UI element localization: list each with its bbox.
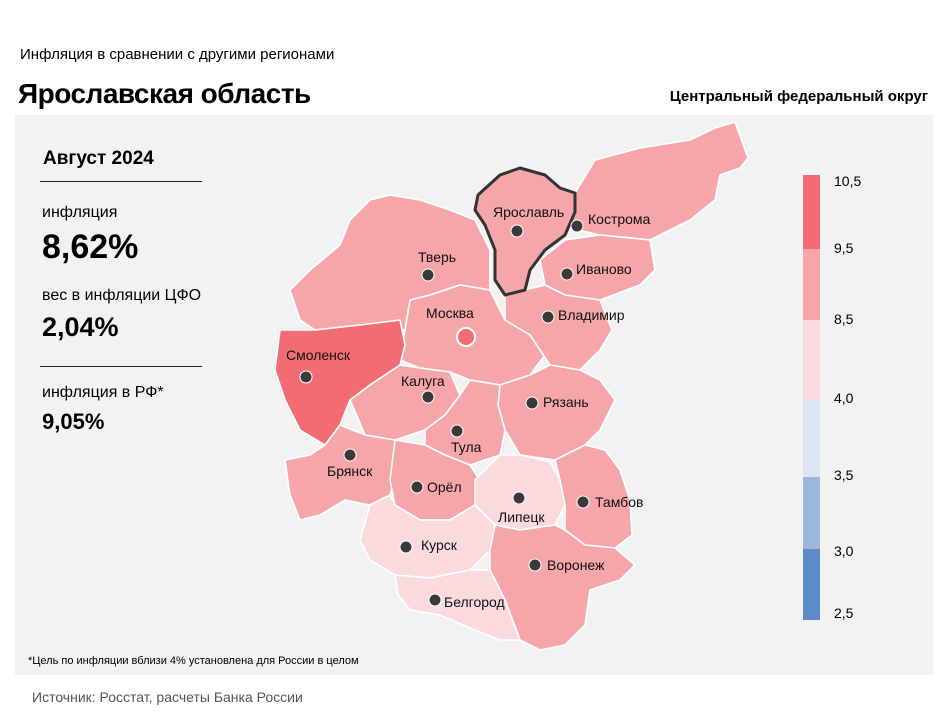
city-marker-tver — [421, 268, 435, 282]
scale-band-3 — [803, 320, 820, 399]
inflation-label: инфляция — [42, 204, 118, 221]
rf-inflation-value: 9,05% — [42, 409, 105, 434]
city-marker-belgorod — [428, 593, 442, 607]
district-label: Центральный федеральный округ — [669, 88, 928, 105]
city-marker-orel — [410, 480, 424, 494]
period-label: Август 2024 — [43, 148, 154, 169]
region-tambov[interactable] — [554, 444, 633, 549]
city-label-yaroslavl: Ярославль — [493, 204, 564, 220]
scale-band-1 — [803, 175, 820, 249]
city-label-belgorod: Белгород — [444, 594, 505, 610]
scale-band-4 — [803, 399, 820, 477]
city-label-tver: Тверь — [418, 249, 456, 265]
subtitle: Инфляция в сравнении с другими регионами — [20, 46, 335, 63]
source-note: Источник: Росстат, расчеты Банка России — [32, 689, 303, 705]
color-scale — [803, 175, 820, 620]
city-label-ivanovo: Иваново — [576, 261, 632, 277]
city-marker-bryansk — [343, 448, 357, 462]
weight-value: 2,04% — [42, 312, 119, 342]
city-marker-tula — [450, 424, 464, 438]
scale-tick-label: 10,5 — [834, 173, 862, 189]
city-marker-ivanovo — [560, 267, 574, 281]
city-marker-lipetsk — [512, 491, 526, 505]
city-label-vladimir: Владимир — [558, 307, 625, 323]
city-marker-yaroslavl — [510, 224, 524, 238]
city-marker-ryazan — [525, 396, 539, 410]
region-belgorod[interactable] — [394, 569, 521, 641]
inflation-value: 8,62% — [42, 228, 139, 266]
region-tula[interactable] — [424, 379, 506, 466]
rf-inflation-label: инфляция в РФ* — [42, 384, 164, 401]
city-label-kursk: Курск — [421, 537, 458, 553]
city-marker-kaluga — [421, 390, 435, 404]
region-yaroslavl[interactable] — [473, 166, 577, 297]
scale-band-2 — [803, 249, 820, 320]
divider — [40, 366, 202, 367]
city-label-tambov: Тамбов — [595, 494, 643, 510]
scale-tick-label: 9,5 — [834, 240, 854, 256]
footnote: *Цель по инфляции вблизи 4% установлена … — [28, 655, 359, 667]
city-marker-tambov — [576, 495, 590, 509]
city-marker-smolensk — [299, 370, 313, 384]
city-label-ryazan: Рязань — [543, 394, 589, 410]
city-label-kaluga: Калуга — [401, 373, 445, 389]
city-marker-kostroma — [570, 219, 584, 233]
scale-tick-label: 3,5 — [834, 467, 854, 483]
city-label-voronezh: Воронеж — [547, 557, 605, 573]
city-label-tula: Тула — [451, 439, 482, 455]
scale-tick-label: 4,0 — [834, 390, 854, 406]
scale-tick-label: 3,0 — [834, 543, 854, 559]
city-label-bryansk: Брянск — [327, 463, 373, 479]
city-marker-kursk — [399, 540, 413, 554]
divider — [40, 181, 202, 182]
scale-tick-label: 2,5 — [834, 605, 854, 621]
page-title: Ярославская область — [18, 78, 311, 109]
scale-tick-label: 8,5 — [834, 311, 854, 327]
city-label-moskva: Москва — [426, 305, 474, 321]
scale-band-5 — [803, 477, 820, 549]
region-ryazan[interactable] — [497, 364, 616, 461]
city-marker-moskva — [456, 327, 476, 347]
city-marker-voronezh — [528, 558, 542, 572]
city-label-smolensk: Смоленск — [286, 347, 351, 363]
city-marker-vladimir — [541, 310, 555, 324]
city-label-orel: Орёл — [427, 479, 462, 495]
weight-label: вес в инфляции ЦФО — [42, 287, 202, 304]
city-label-kostroma: Кострома — [588, 211, 651, 227]
scale-band-6 — [803, 549, 820, 620]
city-label-lipetsk: Липецк — [498, 509, 545, 525]
region-vladimir[interactable] — [504, 284, 613, 371]
